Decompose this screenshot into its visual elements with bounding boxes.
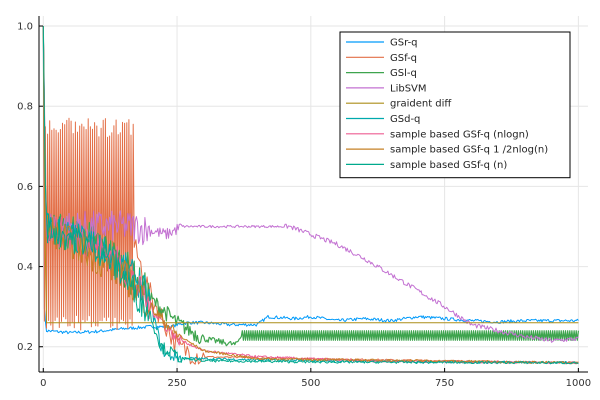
y-tick-label: 0.2: [17, 342, 33, 353]
y-tick-label: 0.8: [17, 102, 33, 113]
x-tick-label: 0: [40, 378, 46, 389]
legend-label-1: GSf-q: [390, 53, 417, 64]
x-tick-label: 250: [168, 378, 187, 389]
series-line-0: [42, 25, 579, 335]
legend-label-2: GSl-q: [390, 68, 417, 79]
x-tick-label: 500: [301, 378, 320, 389]
series-line-2: [42, 25, 579, 347]
series-line-3: [42, 25, 579, 343]
legend-label-4: graident diff: [390, 99, 452, 110]
series-line-7: [42, 25, 579, 365]
y-tick-label: 0.4: [17, 262, 33, 273]
legend-box: [339, 31, 571, 179]
y-tick-label: 1.0: [17, 22, 33, 33]
legend-label-0: GSr-q: [390, 38, 418, 49]
legend-label-8: sample based GSf-q (n): [390, 160, 507, 171]
x-tick-label: 1000: [566, 378, 591, 389]
series-line-8: [42, 25, 579, 365]
tick-labels: 0 250 500 750 1000 0.2 0.4 0.6 0.8 1.0: [17, 22, 591, 389]
axes: [38, 16, 588, 373]
legend-label-5: GSd-q: [390, 114, 420, 125]
series-lines: [42, 25, 579, 365]
legend-label-3: LibSVM: [390, 83, 427, 94]
legend-label-6: sample based GSf-q (nlogn): [390, 129, 529, 140]
legend: GSr-q GSf-q GSl-q LibSVM graident diff GSd-q s…: [339, 31, 571, 179]
x-tick-label: 750: [435, 378, 454, 389]
y-tick-label: 0.6: [17, 182, 33, 193]
legend-label-7: sample based GSf-q 1 /2nlog(n): [390, 145, 548, 156]
